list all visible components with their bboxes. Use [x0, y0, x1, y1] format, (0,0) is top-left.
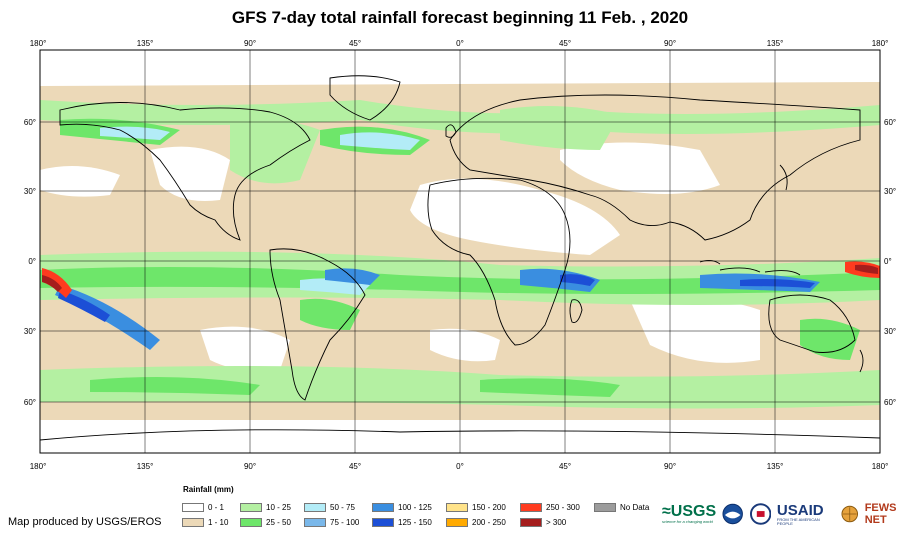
legend-swatch	[520, 517, 542, 527]
lat-tick-label: 0°	[28, 257, 36, 266]
legend-label: 1 - 10	[208, 517, 229, 527]
lon-tick-label: 180°	[30, 462, 47, 471]
legend-item: 25 - 50	[240, 517, 291, 527]
lon-tick-label: 45°	[559, 39, 571, 48]
legend-label: 200 - 250	[472, 517, 506, 527]
extreme-rain-core	[42, 264, 878, 292]
lon-tick-label: 180°	[30, 39, 47, 48]
legend-swatch	[446, 517, 468, 527]
legend-item: 200 - 250	[446, 517, 506, 527]
legend-label: 10 - 25	[266, 502, 291, 512]
legend-label: No Data	[620, 502, 650, 512]
lat-tick-label: 60°	[24, 398, 36, 407]
legend-item: > 300	[520, 517, 566, 527]
legend-item: 10 - 25	[240, 502, 291, 512]
lon-tick-label: 0°	[456, 39, 464, 48]
legend-label: 250 - 300	[546, 502, 580, 512]
legend-item: 150 - 200	[446, 502, 506, 512]
fews-net-globe-icon	[841, 505, 859, 523]
lon-tick-label: 0°	[456, 462, 464, 471]
usgs-tagline: science for a changing world	[662, 519, 713, 524]
legend-item: 50 - 75	[304, 502, 355, 512]
legend-swatch	[240, 517, 262, 527]
rainfall-map: 180° 135° 90° 45° 0° 45° 90° 135° 180° 1…	[24, 39, 896, 471]
legend-label: 50 - 75	[330, 502, 355, 512]
partner-logos: ≈USGS science for a changing world USAID…	[662, 500, 920, 528]
lat-tick-label: 60°	[884, 398, 896, 407]
lon-tick-label: 135°	[137, 462, 154, 471]
lon-tick-label: 90°	[244, 39, 256, 48]
longitude-labels-bottom: 180° 135° 90° 45° 0° 45° 90° 135° 180°	[30, 462, 889, 471]
credit-text: Map produced by USGS/EROS	[8, 516, 162, 528]
very-heavy-rain	[58, 274, 815, 322]
longitude-labels-top: 180° 135° 90° 45° 0° 45° 90° 135° 180°	[30, 39, 889, 48]
latitude-labels-left: 60° 30° 0° 30° 60°	[24, 118, 36, 407]
legend-swatch	[446, 502, 468, 512]
lon-tick-label: 45°	[349, 39, 361, 48]
latitude-labels-right: 60° 30° 0° 30° 60°	[884, 118, 896, 407]
usaid-logo: USAID FROM THE AMERICAN PEOPLE	[777, 503, 835, 526]
lat-tick-label: 60°	[884, 118, 896, 127]
lat-tick-label: 30°	[24, 327, 36, 336]
lon-tick-label: 45°	[559, 462, 571, 471]
legend-swatch	[372, 517, 394, 527]
legend-item: 1 - 10	[182, 517, 228, 527]
usaid-logo-text: USAID	[776, 501, 824, 519]
lon-tick-label: 90°	[664, 39, 676, 48]
coastlines	[39, 75, 881, 441]
legend-swatch	[304, 502, 326, 512]
lat-tick-label: 30°	[884, 327, 896, 336]
lon-tick-label: 90°	[244, 462, 256, 471]
legend-item: 100 - 125	[372, 502, 432, 512]
lon-tick-label: 45°	[349, 462, 361, 471]
legend-item: 0 - 1	[182, 502, 224, 512]
usaid-tagline: FROM THE AMERICAN PEOPLE	[776, 516, 820, 526]
lon-tick-label: 135°	[137, 39, 154, 48]
lon-tick-label: 180°	[872, 462, 889, 471]
lat-tick-label: 0°	[884, 257, 892, 266]
map-frame	[39, 49, 881, 454]
legend-item: 125 - 150	[372, 517, 432, 527]
legend-swatch	[520, 502, 542, 512]
legend-swatch	[240, 502, 262, 512]
usgs-logo-text: ≈USGS	[662, 503, 717, 520]
legend-label: 100 - 125	[398, 502, 432, 512]
legend-swatch	[304, 517, 326, 527]
legend-label: 25 - 50	[266, 517, 291, 527]
lon-tick-label: 135°	[767, 462, 784, 471]
legend-swatch	[372, 502, 394, 512]
legend-item: 75 - 100	[304, 517, 359, 527]
usaid-seal-icon	[749, 503, 771, 525]
legend-label: 75 - 100	[330, 517, 360, 527]
legend-item: No Data	[594, 502, 649, 512]
legend-swatch	[182, 502, 204, 512]
lat-tick-label: 60°	[24, 118, 36, 127]
lon-tick-label: 90°	[664, 462, 676, 471]
legend-label: 150 - 200	[472, 502, 506, 512]
legend-label: 125 - 150	[398, 517, 432, 527]
lon-tick-label: 135°	[767, 39, 784, 48]
legend-title: Rainfall (mm)	[183, 485, 234, 494]
lat-tick-label: 30°	[884, 187, 896, 196]
fews-net-logo-text: FEWS NET	[864, 502, 897, 526]
graticule	[40, 50, 880, 453]
heavy-rain-light-blue	[100, 126, 420, 295]
usgs-logo: ≈USGS science for a changing world	[662, 504, 716, 524]
legend-item: 250 - 300	[520, 502, 580, 512]
legend-label: > 300	[546, 517, 567, 527]
legend-swatch	[594, 502, 616, 512]
legend-label: 0 - 1	[208, 502, 225, 512]
lat-tick-label: 30°	[24, 187, 36, 196]
lon-tick-label: 180°	[872, 39, 889, 48]
map-title: GFS 7-day total rainfall forecast beginn…	[231, 8, 689, 27]
map-border	[39, 49, 881, 454]
legend-swatch	[182, 517, 204, 527]
noaa-logo-icon	[722, 503, 744, 525]
